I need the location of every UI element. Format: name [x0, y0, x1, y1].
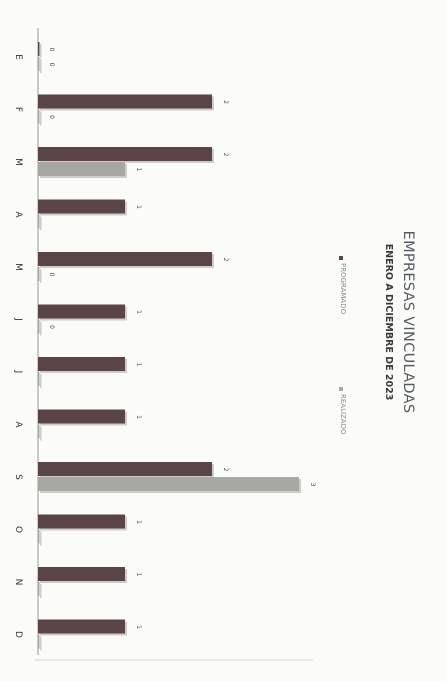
- bar-realizado: [38, 109, 40, 124]
- data-label: 0: [48, 273, 55, 277]
- legend-swatch: [339, 387, 343, 391]
- bar-shadow: [40, 44, 42, 58]
- bar-realizado: [38, 162, 125, 176]
- data-label: 0: [48, 325, 55, 329]
- bar-programado: [38, 409, 125, 424]
- chart-header: EMPRESAS VINCULADAS ENERO A DICIEMBRE DE…: [383, 231, 416, 414]
- bar-programado: [38, 567, 125, 581]
- legend: PROGRAMADO REALIZADO: [339, 256, 347, 435]
- bar-shadow: [40, 269, 42, 283]
- category-label: E: [13, 54, 23, 60]
- bar-shadow: [40, 59, 42, 73]
- bar-realizado: [38, 582, 40, 596]
- data-label: 0: [48, 48, 55, 52]
- bar-shadow: [40, 321, 42, 336]
- data-label: 1: [135, 415, 142, 419]
- bar-shadow: [40, 636, 42, 651]
- bar-programado: [38, 462, 212, 476]
- category-label: F: [13, 107, 23, 112]
- bar-programado: [38, 619, 125, 634]
- bar-programado: [38, 199, 125, 214]
- bar-shadow: [40, 584, 42, 598]
- bar-programado: [38, 304, 125, 319]
- bar-programado: [38, 514, 125, 529]
- bar-realizado: [38, 267, 40, 281]
- data-label: 1: [135, 310, 142, 314]
- bar-shadow: [40, 531, 42, 546]
- bar-shadow: [40, 374, 42, 388]
- bar-realizado: [38, 372, 40, 386]
- category-label: M: [13, 263, 23, 271]
- bar-shadow: [40, 216, 42, 231]
- category-label: A: [13, 211, 23, 218]
- category-label: A: [13, 421, 23, 428]
- bar-realizado: [38, 214, 40, 229]
- bar-programado: [38, 357, 125, 371]
- chart-title: EMPRESAS VINCULADAS: [400, 231, 416, 414]
- data-label: 2: [222, 153, 229, 157]
- data-label: 1: [135, 625, 142, 629]
- data-label: 1: [135, 573, 142, 577]
- bar-realizado: [38, 319, 40, 334]
- bar-shadow: [40, 426, 42, 441]
- plot-area: E 0 0 F 2 0 M 2 1 A 1 M 2 0 J 1 0 J 1 A 1 S 2 3 O 1 N 1 D 1: [13, 28, 316, 661]
- data-label: 2: [222, 100, 229, 104]
- data-label: 2: [222, 258, 229, 262]
- category-label: N: [13, 579, 23, 586]
- data-label: 1: [135, 168, 142, 172]
- category-label: D: [13, 631, 23, 638]
- category-label: M: [13, 158, 23, 166]
- bar-realizado: [38, 57, 40, 71]
- bar-realizado: [38, 477, 299, 491]
- bar-programado: [38, 252, 212, 266]
- legend-label: PROGRAMADO: [339, 263, 347, 315]
- legend-label: REALIZADO: [339, 394, 347, 435]
- data-label: 0: [48, 115, 55, 119]
- category-label: J: [13, 370, 23, 374]
- category-label: S: [13, 474, 23, 480]
- data-label: 1: [135, 205, 142, 209]
- bar-programado: [38, 147, 212, 161]
- bar-programado: [38, 94, 212, 109]
- data-label: 1: [135, 363, 142, 367]
- data-label: 3: [309, 483, 316, 487]
- bar-realizado: [38, 634, 40, 649]
- category-label: O: [13, 526, 23, 533]
- bar-shadow: [40, 111, 42, 126]
- category-label: J: [13, 317, 23, 321]
- data-label: 0: [48, 63, 55, 67]
- data-label: 1: [135, 520, 142, 524]
- bar-realizado: [38, 529, 40, 544]
- bar-realizado: [38, 424, 40, 439]
- chart-subtitle: ENERO A DICIEMBRE DE 2023: [383, 244, 394, 401]
- data-label: 2: [222, 468, 229, 472]
- bar-programado: [38, 42, 40, 56]
- legend-swatch: [339, 256, 343, 260]
